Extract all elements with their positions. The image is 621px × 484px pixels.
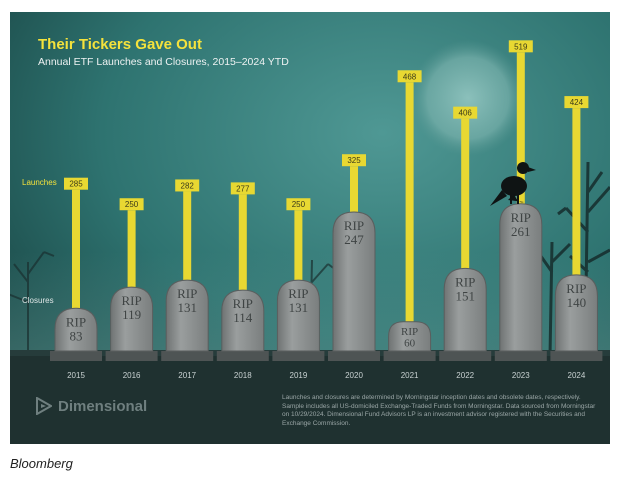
tombstone-rip-2019: RIP xyxy=(288,286,308,301)
crow xyxy=(490,162,536,206)
launch-value-2019: 250 xyxy=(292,200,306,209)
x-tick-2021: 2021 xyxy=(401,371,419,380)
legend-launches: Launches xyxy=(22,178,57,187)
launch-label-box-2016 xyxy=(119,198,144,211)
tombstone-base-2021 xyxy=(383,351,436,361)
chart-title: Their Tickers Gave Out xyxy=(38,36,202,53)
bars-layer: 285RIP832015250RIP1192016282RIP131201727… xyxy=(50,40,603,380)
x-tick-2019: 2019 xyxy=(290,371,308,380)
closure-bar-2021 xyxy=(388,321,432,352)
launch-label-box-2017 xyxy=(175,179,200,192)
tombstone-rip-2015: RIP xyxy=(66,314,86,329)
tombstone-rip-2017: RIP xyxy=(177,286,197,301)
launch-label-box-2022 xyxy=(453,106,478,119)
tombstone-rip-2016: RIP xyxy=(121,293,141,308)
closure-bar-2015 xyxy=(54,307,98,352)
launch-bar-2021 xyxy=(405,82,414,358)
closure-bar-2019 xyxy=(276,279,320,352)
moon xyxy=(410,40,526,156)
launch-bar-2024 xyxy=(572,108,581,357)
closure-value-2015: 83 xyxy=(70,328,83,343)
launch-bar-2016 xyxy=(127,210,136,357)
launch-bar-2015 xyxy=(72,189,80,357)
launch-bar-2017 xyxy=(183,191,192,357)
tombstone-base-2018 xyxy=(216,351,269,361)
tombstone-base-2016 xyxy=(105,351,158,361)
closure-value-2023: 261 xyxy=(511,224,531,239)
ground xyxy=(10,352,610,444)
legend-closures: Closures xyxy=(22,296,54,305)
launch-label-box-2018 xyxy=(230,182,255,195)
closure-bar-2016 xyxy=(110,286,154,352)
launch-value-2016: 250 xyxy=(125,200,139,209)
launch-label-box-2023 xyxy=(508,40,533,53)
tombstone-base-2024 xyxy=(550,351,603,361)
closure-bar-2022 xyxy=(443,267,487,352)
launch-bar-2022 xyxy=(461,118,470,357)
closure-bar-2017 xyxy=(165,279,209,352)
launch-label-box-2021 xyxy=(397,70,422,83)
closure-value-2020: 247 xyxy=(344,232,364,247)
launch-label-box-2024 xyxy=(564,96,589,109)
launch-value-2020: 325 xyxy=(347,156,361,165)
launch-value-2024: 424 xyxy=(570,98,584,107)
tombstone-rip-2021: RIP xyxy=(401,326,418,338)
chart-subtitle: Annual ETF Launches and Closures, 2015–2… xyxy=(38,56,289,68)
launch-value-2022: 406 xyxy=(459,109,473,118)
closure-bar-2024 xyxy=(554,274,598,352)
launch-value-2021: 468 xyxy=(403,72,417,81)
chart-frame: 285 RIP 83 2015 250 RIP 119 2016 282 RIP 131 2017 27… xyxy=(10,12,610,444)
tombstone-rip-2020: RIP xyxy=(344,218,364,233)
tombstone-rip-2023: RIP xyxy=(511,210,531,225)
x-tick-2024: 2024 xyxy=(568,371,586,380)
launch-bar-2018 xyxy=(238,194,247,357)
closure-value-2016: 119 xyxy=(122,307,141,322)
closure-bar-2020 xyxy=(332,211,376,352)
tombstone-base-2017 xyxy=(161,351,214,361)
closure-bar-2023 xyxy=(499,203,543,352)
x-tick-2020: 2020 xyxy=(345,371,363,380)
x-tick-2017: 2017 xyxy=(178,371,196,380)
tombstone-rip-2022: RIP xyxy=(455,274,475,289)
x-tick-2016: 2016 xyxy=(123,371,141,380)
tombstone-base-2019 xyxy=(272,351,325,361)
launch-value-2017: 282 xyxy=(181,181,195,190)
x-tick-2015: 2015 xyxy=(67,371,85,380)
x-tick-2018: 2018 xyxy=(234,371,252,380)
closure-value-2024: 140 xyxy=(567,295,587,310)
footnote: Launches and closures are determined by … xyxy=(282,394,596,427)
logo-text: Dimensional xyxy=(58,397,148,415)
closure-value-2021: 60 xyxy=(404,338,416,350)
x-tick-2023: 2023 xyxy=(512,371,530,380)
closure-value-2018: 114 xyxy=(233,310,253,325)
dimensional-logo: Dimensional xyxy=(36,397,147,415)
launch-value-2015: 285 xyxy=(69,180,83,189)
tombstone-rip-2018: RIP xyxy=(233,296,253,311)
dimensional-logo-icon xyxy=(36,397,52,415)
tombstone-base-2022 xyxy=(439,351,492,361)
tombstone-base-2023 xyxy=(494,351,547,361)
x-tick-2022: 2022 xyxy=(456,371,474,380)
chart-svg: 285RIP832015250RIP1192016282RIP131201727… xyxy=(10,12,610,444)
launch-label-box-2020 xyxy=(342,154,366,167)
tombstone-base-2015 xyxy=(50,351,102,361)
closure-value-2022: 151 xyxy=(455,288,475,303)
source-credit: Bloomberg xyxy=(10,456,73,471)
tombstone-rip-2024: RIP xyxy=(566,281,586,296)
launch-label-box-2015 xyxy=(64,177,88,190)
closure-value-2019: 131 xyxy=(289,300,309,315)
launch-label-box-2019 xyxy=(286,198,311,211)
tombstone-base-2020 xyxy=(328,351,380,361)
launch-value-2023: 519 xyxy=(514,42,528,51)
launch-value-2018: 277 xyxy=(236,184,250,193)
closure-value-2017: 131 xyxy=(177,300,197,315)
closure-bar-2018 xyxy=(221,289,265,352)
